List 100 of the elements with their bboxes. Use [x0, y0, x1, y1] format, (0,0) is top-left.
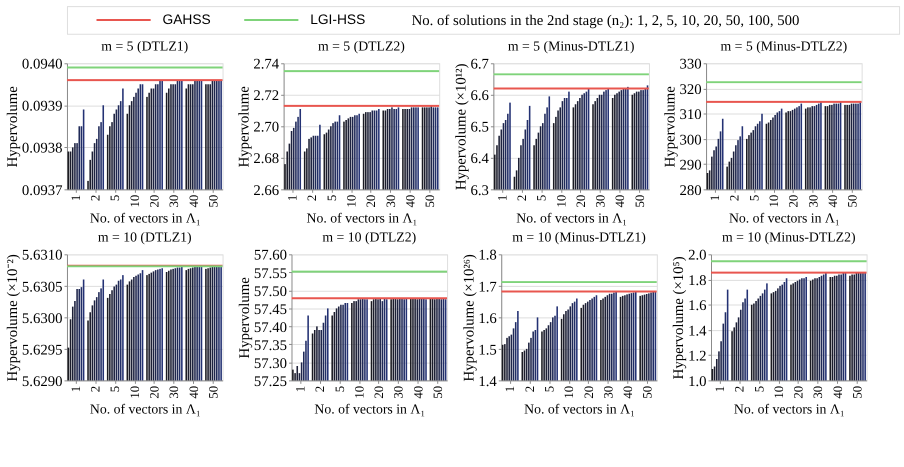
y-tick-label: 57.45	[254, 302, 288, 318]
y-tick-label: 57.25	[254, 374, 288, 390]
y-tick-label: 1.2	[688, 348, 707, 365]
x-tick-label: 30	[384, 194, 398, 208]
x-tick-label: 1	[503, 386, 518, 392]
y-tick-label: 2.72	[253, 88, 280, 104]
x-axis-title: No. of vectors in Λ₁	[90, 401, 201, 416]
legend-title: No. of solutions in the 2nd stage (n₂): 1, 2, 5, 10, 20, 50, 100, 500	[412, 12, 800, 29]
x-tick-label: 50	[846, 194, 860, 208]
x-tick-label: 40	[613, 194, 628, 208]
y-tick-label: 6.5	[470, 120, 489, 136]
y-tick-label: 1.5	[478, 342, 497, 358]
x-tick-label: 1	[708, 194, 722, 202]
x-tick-label: 20	[148, 194, 162, 208]
y-tick-label: 280	[679, 182, 702, 199]
y-tick-label: 57.35	[254, 338, 288, 354]
y-axis-title: Hypervolume (×10¹²)	[454, 63, 470, 190]
x-tick-label: 20	[364, 194, 378, 208]
x-axis-title: No. of vectors in Λ₁	[516, 210, 628, 226]
x-axis-title: No. of vectors in Λ₁	[524, 401, 635, 416]
x-axis-title: No. of vectors in Λ₁	[306, 210, 418, 226]
y-tick-label: 2.68	[253, 151, 280, 168]
x-tick-label: 30	[167, 386, 182, 399]
chart-title: m = 5 (Minus-DTLZ1)	[508, 38, 634, 54]
chart-title: m = 5 (DTLZ1)	[101, 38, 188, 54]
x-tick-label: 1	[495, 194, 510, 202]
y-tick-label: 57.60	[254, 248, 288, 264]
x-tick-label: 2	[88, 386, 103, 392]
chart-title: m = 10 (Minus-DTLZ2)	[722, 230, 856, 245]
y-tick-label: 6.3	[470, 182, 489, 199]
x-tick-label: 40	[621, 386, 636, 399]
x-tick-label: 2	[728, 194, 742, 202]
y-tick-label: 2.70	[253, 120, 280, 136]
x-axis-title: No. of vectors in Λ₁	[734, 401, 845, 416]
x-tick-label: 10	[352, 386, 366, 399]
y-tick-label: 310	[679, 107, 702, 124]
y-axis-title: Hypervolume (×10⁵)	[671, 256, 688, 380]
y-tick-label: 5.6295	[22, 342, 63, 358]
y-tick-label: 2.74	[253, 56, 280, 73]
x-tick-label: 50	[430, 386, 445, 399]
y-tick-label: 1.6	[688, 298, 707, 314]
x-tick-label: 2	[313, 386, 328, 392]
x-tick-label: 5	[534, 194, 549, 202]
y-axis-title: Hypervolume	[662, 86, 679, 168]
x-tick-label: 40	[411, 386, 426, 399]
x-tick-label: 2	[514, 194, 529, 202]
x-tick-label: 5	[542, 386, 557, 392]
x-axis-title: No. of vectors in Λ₁	[728, 210, 840, 226]
x-tick-label: 30	[167, 194, 182, 208]
x-tick-label: 50	[632, 194, 647, 208]
y-axis-title: Hypervolume (×10⁻²)	[4, 254, 21, 382]
x-tick-label: 40	[830, 386, 845, 399]
x-tick-label: 50	[640, 386, 655, 399]
x-tick-label: 5	[332, 386, 347, 392]
x-tick-label: 20	[574, 194, 588, 208]
y-tick-label: 1.7	[478, 279, 497, 296]
x-tick-label: 1	[68, 386, 83, 392]
legend-label: GAHSS	[162, 12, 211, 27]
x-tick-label: 20	[786, 194, 801, 208]
y-tick-label: 5.6300	[22, 310, 63, 327]
y-tick-label: 320	[679, 82, 702, 98]
x-axis-title: No. of vectors in Λ₁	[90, 210, 201, 226]
x-tick-label: 30	[392, 386, 406, 399]
y-tick-label: 2.66	[253, 182, 280, 199]
y-tick-label: 5.6310	[22, 248, 63, 264]
y-tick-label: 57.30	[254, 356, 288, 372]
y-tick-label: 5.6305	[22, 279, 63, 296]
x-tick-label: 30	[811, 386, 826, 399]
y-tick-label: 2.0	[688, 248, 707, 264]
x-tick-label: 20	[792, 386, 806, 399]
y-tick-label: 1.0	[688, 374, 707, 390]
y-tick-label: 5.6290	[22, 374, 63, 390]
x-tick-label: 50	[206, 386, 220, 399]
y-tick-label: 1.8	[688, 272, 707, 289]
x-tick-label: 20	[372, 386, 386, 399]
x-axis-title: No. of vectors in Λ₁	[314, 401, 426, 416]
y-axis-title: Hypervolume	[236, 86, 252, 168]
x-tick-label: 5	[752, 386, 766, 392]
x-tick-label: 10	[128, 386, 142, 399]
x-tick-label: 5	[108, 386, 122, 392]
x-tick-label: 5	[324, 194, 339, 202]
x-tick-label: 5	[108, 194, 122, 202]
y-tick-label: 57.50	[254, 284, 288, 300]
y-axis-title: Hypervolume	[4, 86, 21, 168]
y-tick-label: 1.6	[478, 310, 497, 327]
x-tick-label: 50	[206, 194, 220, 208]
x-tick-label: 2	[522, 386, 537, 392]
x-tick-label: 10	[766, 194, 781, 208]
chart-title: m = 10 (DTLZ1)	[98, 230, 192, 245]
x-tick-label: 10	[344, 194, 359, 208]
y-axis-title: Hypervolume	[236, 276, 253, 358]
y-tick-label: 330	[679, 56, 702, 73]
y-tick-label: 6.7	[470, 56, 489, 73]
chart-title: m = 10 (Minus-DTLZ1)	[512, 230, 646, 245]
x-tick-label: 5	[747, 194, 762, 202]
x-tick-label: 20	[582, 386, 596, 399]
x-tick-label: 1	[712, 386, 727, 392]
x-tick-label: 30	[601, 386, 616, 399]
x-tick-label: 40	[186, 386, 201, 399]
chart-title: m = 5 (Minus-DTLZ2)	[720, 38, 848, 54]
